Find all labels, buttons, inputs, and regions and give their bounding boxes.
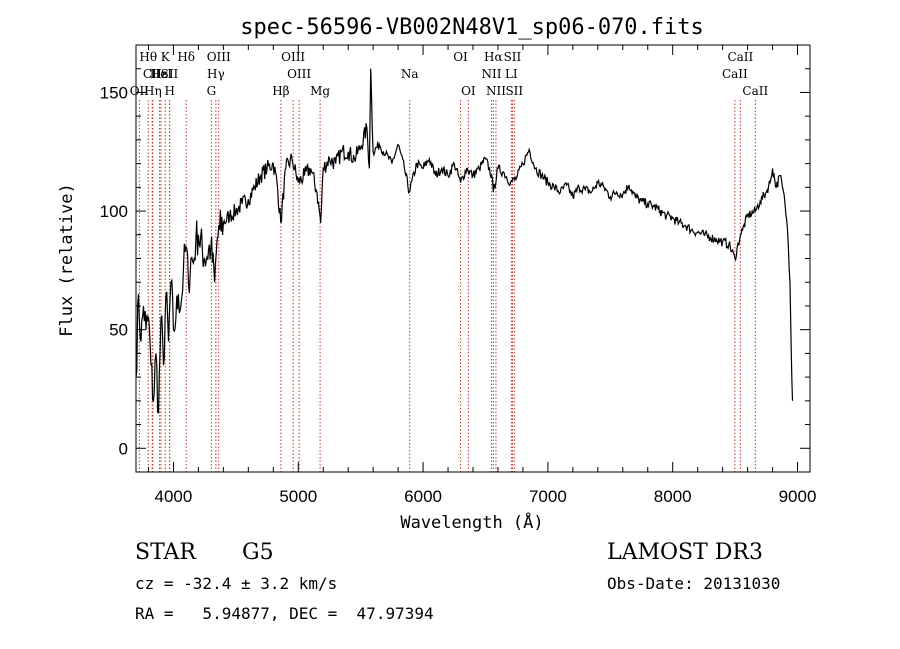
x-axis: 4000 5000 6000 7000 8000 9000 [147, 45, 817, 506]
chart-title: spec-56596-VB002N48V1_sp06-070.fits [240, 15, 704, 40]
line-label: Hα [484, 50, 503, 64]
line-label: HeI [150, 67, 173, 81]
y-tick-label: 0 [119, 439, 128, 458]
y-tick-label: 50 [109, 321, 128, 340]
x-tick-label: 5000 [279, 487, 317, 506]
x-tick-label: 7000 [529, 487, 567, 506]
line-label: CaII [727, 50, 753, 64]
line-label: CaII [742, 84, 768, 98]
line-label: NII [486, 84, 506, 98]
object-class: STAR [135, 540, 196, 565]
line-label: Hε [151, 67, 168, 81]
line-label: Mg [310, 84, 330, 98]
y-axis: 0 50 100 150 [100, 44, 810, 473]
line-label: Hγ [207, 67, 225, 81]
object-subclass: G5 [242, 540, 274, 565]
line-label: LI [505, 67, 518, 81]
line-label: SII [505, 84, 523, 98]
line-label: CaII [722, 67, 748, 81]
radec-text: RA = 5.94877, DEC = 47.97394 [135, 604, 434, 623]
line-label: H [164, 84, 174, 98]
line-label: NII [481, 67, 501, 81]
line-label: OI [453, 50, 468, 64]
line-label: OIII [287, 67, 311, 81]
x-tick-label: 8000 [654, 487, 692, 506]
redshift-text: cz = -32.4 ± 3.2 km/s [135, 574, 338, 593]
line-label: Hδ [177, 50, 195, 64]
y-axis-label: Flux (relative) [57, 183, 77, 337]
line-label: OII [130, 84, 150, 98]
line-label: K [161, 50, 171, 64]
survey-name: LAMOST DR3 [607, 540, 763, 565]
x-tick-label: 4000 [155, 487, 193, 506]
obs-date: Obs-Date: 20131030 [607, 574, 781, 593]
y-tick-label: 150 [100, 83, 128, 102]
plot-frame [135, 44, 811, 473]
x-tick-label: 6000 [404, 487, 442, 506]
line-markers [138, 100, 756, 472]
spectrum-line [135, 68, 794, 414]
line-label: G [207, 84, 217, 98]
y-tick-label: 100 [100, 202, 128, 221]
line-label: OIII [207, 50, 231, 64]
line-label: SII [504, 50, 522, 64]
line-label: Na [401, 67, 419, 81]
x-tick-label: 9000 [779, 487, 817, 506]
line-label: Hβ [272, 84, 289, 98]
line-label: OIII [281, 50, 305, 64]
x-axis-label: Wavelength (Å) [400, 511, 543, 533]
line-label: Hθ [139, 50, 157, 64]
line-label: Hη [144, 84, 162, 98]
line-label: OI [461, 84, 476, 98]
line-label: SII [161, 67, 179, 81]
line-label: CII [143, 67, 162, 81]
